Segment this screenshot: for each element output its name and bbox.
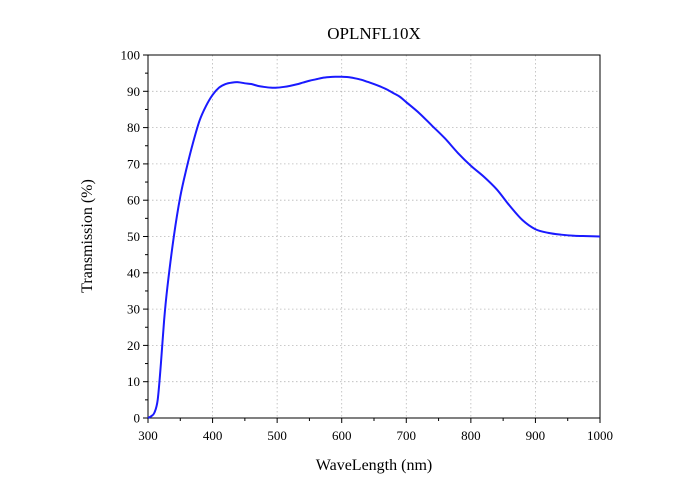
x-tick-label: 600 (332, 428, 352, 443)
x-axis-label: WaveLength (nm) (316, 457, 432, 474)
y-axis-label: Transmission (%) (79, 179, 96, 293)
x-tick-label: 700 (397, 428, 417, 443)
y-tick-label: 40 (127, 265, 140, 280)
y-tick-label: 50 (127, 229, 140, 244)
x-tick-label: 500 (267, 428, 287, 443)
chart-title: OPLNFL10X (327, 24, 421, 43)
series-group (147, 75, 601, 419)
x-tick-label: 900 (526, 428, 546, 443)
x-tick-label: 300 (138, 428, 158, 443)
x-tick-label: 1000 (587, 428, 613, 443)
y-tick-label: 30 (127, 302, 140, 317)
x-tick-label: 400 (203, 428, 223, 443)
y-tick-label: 70 (127, 156, 140, 171)
y-tick-label: 60 (127, 193, 140, 208)
grid (148, 55, 600, 418)
y-tick-label: 100 (121, 48, 141, 63)
transmission-series-line (147, 75, 601, 419)
y-tick-label: 0 (134, 411, 141, 426)
y-tick-label: 20 (127, 338, 140, 353)
y-tick-label: 10 (127, 374, 140, 389)
x-axis: 300 400 500 600 700 800 900 1000 (138, 418, 613, 443)
y-tick-label: 90 (127, 84, 140, 99)
y-tick-label: 80 (127, 120, 140, 135)
x-tick-label: 800 (461, 428, 481, 443)
y-axis: 0 10 20 30 40 50 60 70 80 90 100 (121, 48, 148, 426)
